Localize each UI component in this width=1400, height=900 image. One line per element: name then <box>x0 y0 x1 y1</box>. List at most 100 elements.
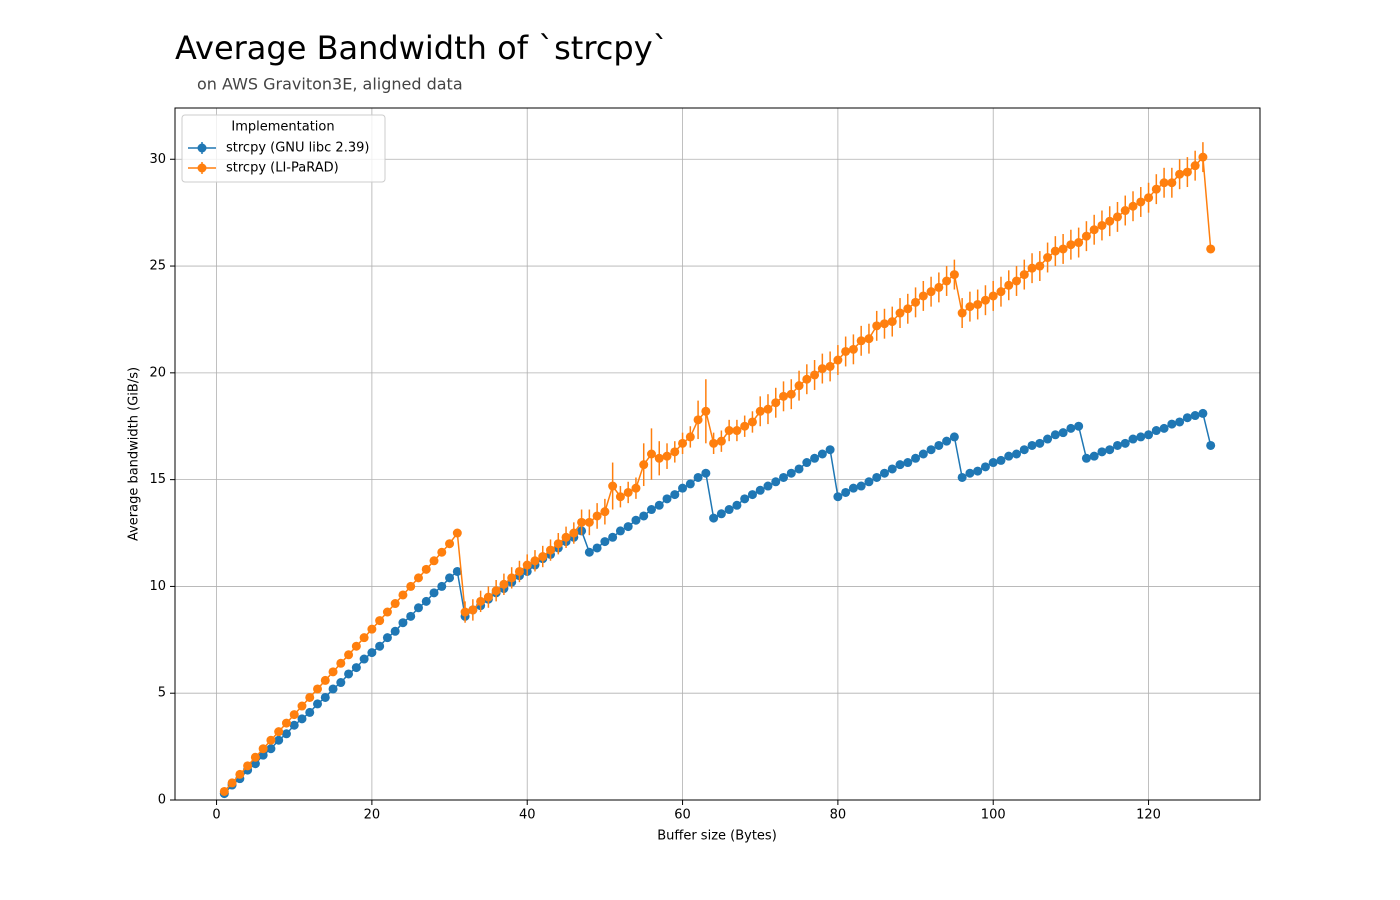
legend-marker <box>197 163 207 173</box>
y-axis-label: Average bandwidth (GiB/s) <box>127 367 142 541</box>
data-point <box>631 515 641 525</box>
data-point <box>1167 178 1177 188</box>
data-point <box>856 336 866 346</box>
data-point <box>1151 184 1161 194</box>
data-point <box>949 270 959 280</box>
data-point <box>367 624 377 634</box>
data-point <box>802 458 812 468</box>
legend-marker <box>197 143 207 153</box>
data-point <box>1058 244 1068 254</box>
data-point <box>701 468 711 478</box>
data-point <box>336 658 346 668</box>
data-point <box>1175 417 1185 427</box>
data-point <box>957 308 967 318</box>
data-point <box>685 479 695 489</box>
y-tick-label: 15 <box>149 472 166 487</box>
data-point <box>468 605 478 615</box>
x-tick-label: 80 <box>830 808 847 823</box>
data-point <box>243 761 253 771</box>
data-point <box>1128 434 1138 444</box>
data-point <box>592 511 602 521</box>
data-point <box>942 436 952 446</box>
data-point <box>973 466 983 476</box>
data-point <box>250 759 260 769</box>
data-point <box>1089 451 1099 461</box>
data-point <box>755 406 765 416</box>
data-point <box>685 432 695 442</box>
data-point <box>1190 411 1200 421</box>
data-point <box>786 389 796 399</box>
data-point <box>336 678 346 688</box>
data-point <box>1074 421 1084 431</box>
data-point <box>817 449 827 459</box>
data-point <box>747 417 757 427</box>
data-point <box>1112 212 1122 222</box>
data-point <box>274 735 284 745</box>
data-point <box>670 447 680 457</box>
data-point <box>1004 280 1014 290</box>
data-point <box>872 472 882 482</box>
data-point <box>779 391 789 401</box>
data-point <box>258 744 268 754</box>
data-point <box>1035 261 1045 271</box>
data-point <box>522 560 532 570</box>
legend-box <box>181 114 386 183</box>
data-point <box>406 611 416 621</box>
data-point <box>980 462 990 472</box>
data-point <box>1136 432 1146 442</box>
data-point <box>887 317 897 327</box>
data-point <box>1167 419 1177 429</box>
data-point <box>623 522 633 532</box>
data-point <box>825 361 835 371</box>
data-point <box>608 532 618 542</box>
data-point <box>740 421 750 431</box>
data-point <box>879 468 889 478</box>
data-point <box>724 426 734 436</box>
data-point <box>227 778 237 788</box>
data-point <box>538 552 548 562</box>
data-point <box>1043 253 1053 263</box>
data-point <box>841 487 851 497</box>
data-point <box>359 654 369 664</box>
legend-title: Implementation <box>231 120 334 135</box>
data-point <box>794 381 804 391</box>
data-point <box>1066 240 1076 250</box>
data-point <box>701 406 711 416</box>
data-point <box>833 355 843 365</box>
y-tick-label: 20 <box>149 365 166 380</box>
data-point <box>1198 152 1208 162</box>
data-point <box>413 573 423 583</box>
data-point <box>561 532 571 542</box>
data-point <box>390 599 400 609</box>
data-point <box>592 543 602 553</box>
data-point <box>1159 423 1169 433</box>
data-point <box>825 445 835 455</box>
data-point <box>755 485 765 495</box>
data-point <box>421 596 431 606</box>
data-point <box>413 603 423 613</box>
data-point <box>724 505 734 515</box>
data-point <box>1159 178 1169 188</box>
data-point <box>1043 434 1053 444</box>
data-point <box>305 692 315 702</box>
data-point <box>429 556 439 566</box>
legend-label: strcpy (GNU libc 2.39) <box>226 141 369 156</box>
data-point <box>281 729 291 739</box>
data-point <box>841 346 851 356</box>
data-point <box>398 618 408 628</box>
chart-title: Average Bandwidth of `strcpy` <box>175 29 669 67</box>
data-point <box>320 675 330 685</box>
data-point <box>250 752 260 762</box>
data-point <box>716 436 726 446</box>
data-point <box>600 537 610 547</box>
data-point <box>678 483 688 493</box>
legend-label: strcpy (LI-PaRAD) <box>226 161 339 176</box>
chart-subtitle: on AWS Graviton3E, aligned data <box>197 75 463 94</box>
data-point <box>258 750 268 760</box>
data-point <box>1012 276 1022 286</box>
data-point <box>965 468 975 478</box>
data-point <box>1097 447 1107 457</box>
data-point <box>926 287 936 297</box>
data-point <box>864 334 874 344</box>
data-point <box>646 449 656 459</box>
